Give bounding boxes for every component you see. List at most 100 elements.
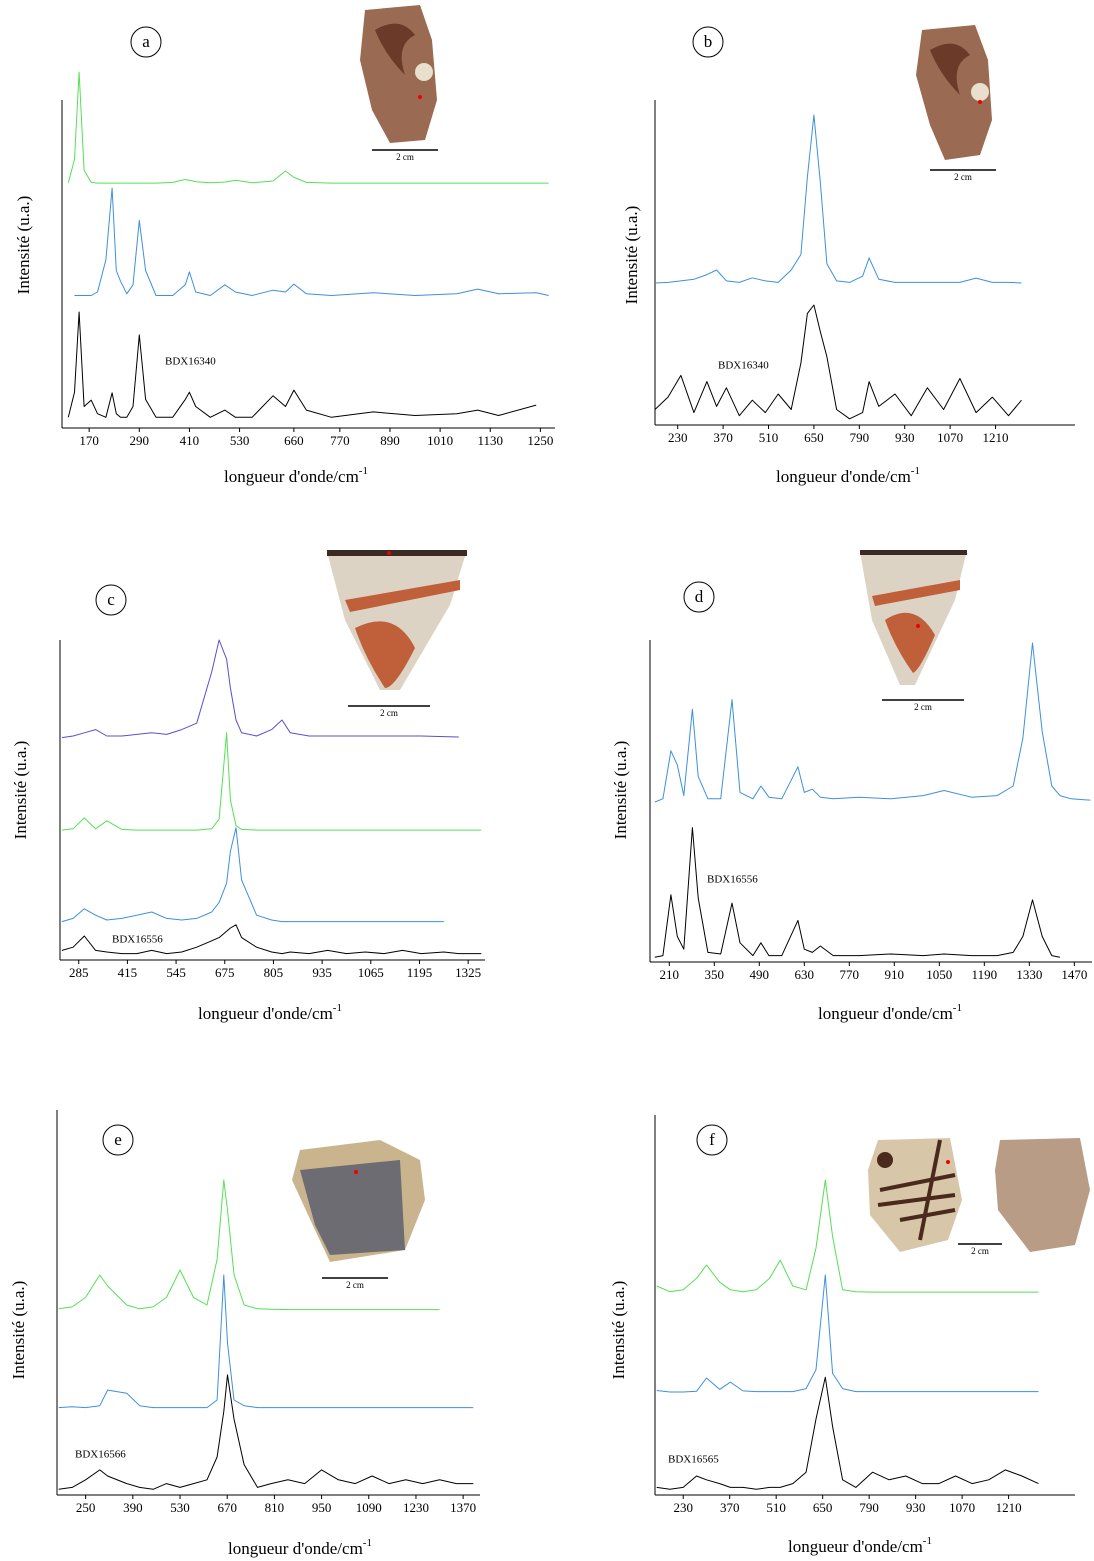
panel-label-circle <box>95 584 127 616</box>
x-axis-label-text: longueur d'onde/cm <box>788 1537 923 1556</box>
x-axis-label-superscript: -1 <box>911 465 920 477</box>
x-tick-label: 510 <box>759 430 779 445</box>
x-axis-label: longueur d'onde/cm-1 <box>818 1002 962 1023</box>
x-tick-label: 170 <box>79 433 99 448</box>
x-tick-label: 390 <box>123 1500 143 1515</box>
y-axis-label: Intensité (u.a.) <box>11 741 30 840</box>
annotation: BDX16340 <box>718 360 769 372</box>
sherd-motif <box>300 1160 405 1255</box>
sherd-photo <box>995 1138 1090 1252</box>
x-tick-label: 1070 <box>949 1500 975 1515</box>
sherd-motif <box>415 63 433 81</box>
x-tick-label: 770 <box>840 967 860 982</box>
y-axis-label: Intensité (u.a.) <box>622 206 641 305</box>
x-tick-label: 1010 <box>427 433 453 448</box>
x-axis-label: longueur d'onde/cm-1 <box>228 1537 372 1558</box>
sherd-motif <box>872 580 960 673</box>
x-tick-label: 790 <box>850 430 870 445</box>
x-tick-label: 1210 <box>983 430 1009 445</box>
sherd-motif <box>860 550 967 555</box>
sherd-motif <box>971 83 989 101</box>
x-axis-label-superscript: -1 <box>953 1002 962 1014</box>
x-tick-label: 210 <box>660 967 680 982</box>
sherd-motif <box>930 43 970 95</box>
x-tick-label: 290 <box>130 433 150 448</box>
spectrum-line <box>654 114 1022 284</box>
x-tick-label: 950 <box>312 1500 332 1515</box>
photos <box>292 5 1090 1262</box>
panel-label-circle <box>130 26 162 58</box>
spectrum-line <box>74 187 549 296</box>
x-tick-label: 1130 <box>477 433 503 448</box>
x-tick-label: 810 <box>265 1500 285 1515</box>
spectrum-line <box>654 827 1060 958</box>
panel-label: d <box>695 587 704 606</box>
measure-point <box>946 1160 950 1164</box>
x-tick-label: 250 <box>76 1500 96 1515</box>
x-axis-label: longueur d'onde/cm-1 <box>788 1535 932 1556</box>
measure-point <box>978 100 982 104</box>
x-tick-label: 350 <box>705 967 725 982</box>
x-axis-label: longueur d'onde/cm-1 <box>198 1002 342 1023</box>
x-axis-label-superscript: -1 <box>359 465 368 477</box>
x-tick-label: 490 <box>750 967 770 982</box>
spectrum-line <box>61 827 444 923</box>
x-tick-label: 370 <box>720 1500 740 1515</box>
x-tick-label: 510 <box>766 1500 786 1515</box>
panel-label: b <box>704 32 713 51</box>
x-tick-label: 650 <box>813 1500 833 1515</box>
sherd-motif <box>327 550 467 556</box>
x-tick-label: 1325 <box>455 965 481 980</box>
x-tick-label: 1210 <box>996 1500 1022 1515</box>
x-axis-label-text: longueur d'onde/cm <box>776 467 911 486</box>
scale-label: 2 cm <box>971 1246 989 1256</box>
spectrum-line <box>58 1179 440 1311</box>
x-tick-label: 1065 <box>358 965 384 980</box>
x-tick-label: 285 <box>69 965 89 980</box>
x-axis-label-superscript: -1 <box>363 1537 372 1549</box>
x-tick-label: 1370 <box>450 1500 476 1515</box>
y-axis-label: Intensité (u.a.) <box>14 196 33 295</box>
x-axis-label-text: longueur d'onde/cm <box>818 1004 953 1023</box>
x-tick-label: 1250 <box>527 433 553 448</box>
spectrum-line <box>656 1376 1039 1490</box>
annotation: BDX16340 <box>165 356 216 368</box>
x-tick-label: 910 <box>885 967 905 982</box>
panel-label: e <box>114 1130 122 1149</box>
spectrum-line <box>656 1274 1039 1393</box>
x-tick-label: 930 <box>895 430 915 445</box>
spectrum-line <box>656 1179 1039 1293</box>
x-tick-label: 935 <box>312 965 332 980</box>
x-axis-label-superscript: -1 <box>923 1535 932 1547</box>
spectrum-line <box>61 639 459 739</box>
annotation: BDX16566 <box>75 1449 126 1461</box>
sherd-photo <box>868 1138 962 1252</box>
panel-label-circle <box>683 581 715 613</box>
panel-label: c <box>107 590 115 609</box>
sherd-photo <box>360 5 437 143</box>
x-tick-label: 650 <box>804 430 824 445</box>
scale-label: 2 cm <box>396 152 414 162</box>
x-tick-label: 410 <box>180 433 200 448</box>
x-tick-label: 1470 <box>1061 967 1087 982</box>
x-tick-label: 930 <box>906 1500 926 1515</box>
x-tick-label: 230 <box>673 1500 693 1515</box>
measure-point <box>418 95 422 99</box>
x-tick-label: 1190 <box>972 967 998 982</box>
spectrum-line <box>61 732 482 831</box>
x-tick-label: 370 <box>713 430 733 445</box>
spectrum-line <box>61 924 482 955</box>
y-axis-label: Intensité (u.a.) <box>9 1281 28 1380</box>
x-tick-label: 1330 <box>1016 967 1042 982</box>
measure-point <box>387 551 391 555</box>
scale-label: 2 cm <box>346 1280 364 1290</box>
spectrum-line <box>654 642 1091 803</box>
x-tick-label: 1070 <box>937 430 963 445</box>
x-tick-label: 230 <box>668 430 688 445</box>
sherd-motif <box>877 1139 956 1241</box>
panel-label-circle <box>692 26 724 58</box>
x-axis-label-text: longueur d'onde/cm <box>198 1004 333 1023</box>
scale-label: 2 cm <box>380 708 398 718</box>
spectrum-line <box>67 71 549 184</box>
